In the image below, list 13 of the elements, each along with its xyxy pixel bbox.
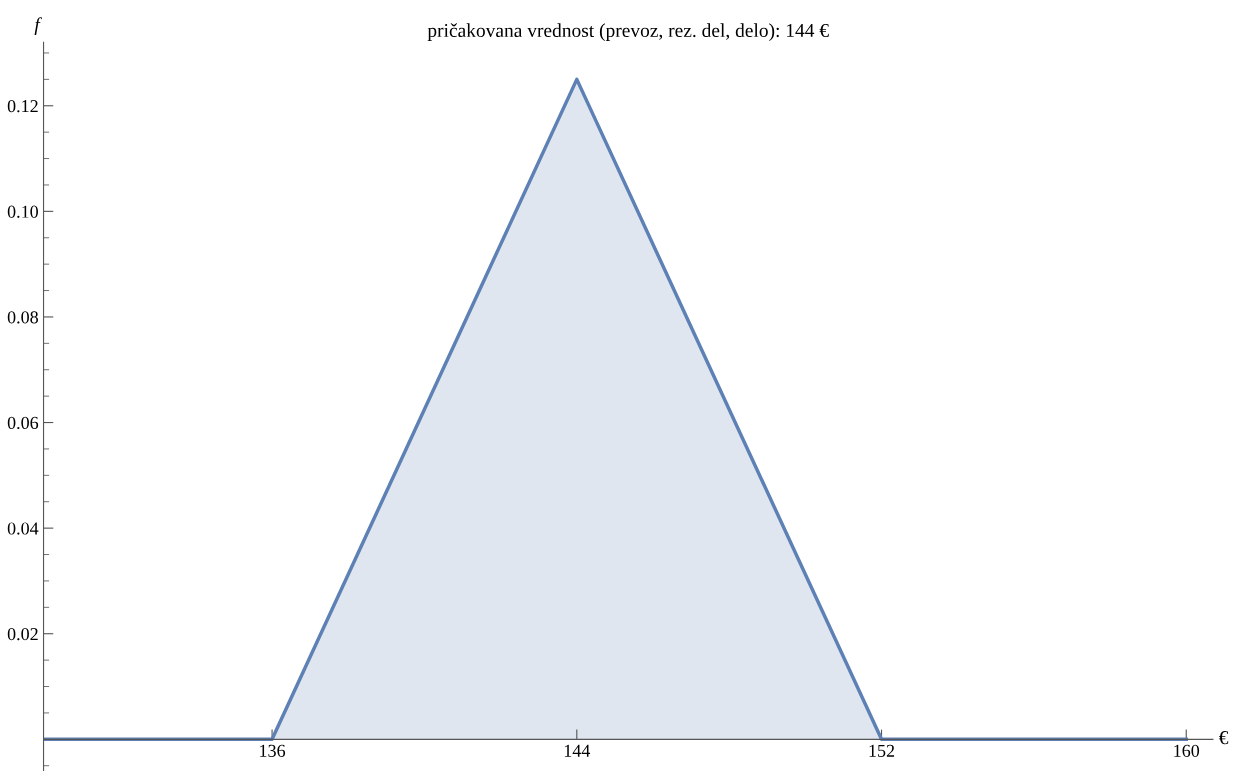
y-tick-label: 0.10 [7, 205, 38, 218]
x-axis-title: € [1219, 731, 1229, 745]
y-tick-label: 0.08 [7, 311, 38, 324]
y-tick-label: 0.02 [7, 627, 38, 641]
y-tick-label: 0.06 [7, 416, 39, 430]
y-axis-title: f [34, 17, 42, 36]
x-tick-label: 160 [1174, 744, 1200, 757]
chart-title: pričakovana vrednost (prevoz, rez. del, delo): 144 € [427, 23, 829, 41]
x-tick-label: 136 [260, 744, 286, 757]
x-tick-label: 152 [869, 744, 895, 757]
y-tick-label: 0.12 [7, 100, 38, 113]
x-tick-label: 144 [564, 744, 591, 757]
y-tick-label: 0.04 [7, 522, 39, 535]
